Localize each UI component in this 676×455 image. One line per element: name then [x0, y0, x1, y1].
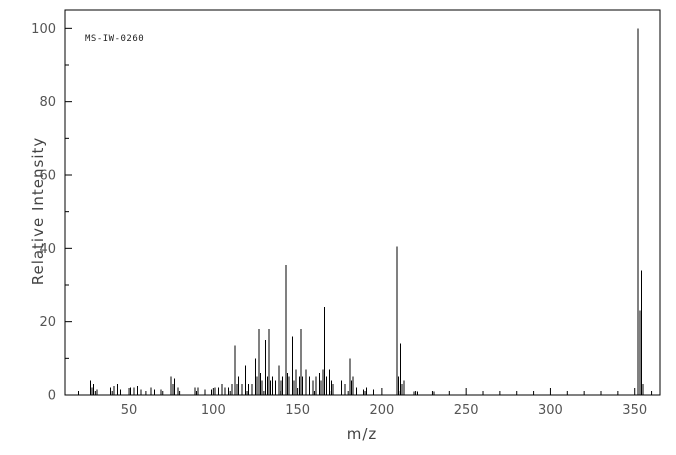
y-tick-label: 0 — [48, 389, 56, 404]
spectrum-id-annotation: MS-IW-0260 — [85, 34, 145, 44]
y-tick-label: 100 — [31, 22, 56, 37]
y-tick-label: 60 — [39, 169, 56, 184]
y-tick-label: 20 — [39, 315, 56, 330]
y-tick-label: 40 — [39, 242, 56, 257]
x-tick-label: 100 — [201, 403, 226, 418]
x-tick-label: 50 — [121, 403, 138, 418]
x-axis-label: m/z — [346, 425, 378, 443]
x-tick-label: 250 — [454, 403, 479, 418]
x-tick-label: 200 — [369, 403, 394, 418]
x-tick-label: 350 — [622, 403, 647, 418]
x-tick-label: 300 — [538, 403, 563, 418]
x-tick-label: 150 — [285, 403, 310, 418]
plot-frame — [64, 9, 661, 396]
y-axis-label: Relative Intensity — [29, 136, 47, 286]
y-tick-label: 80 — [39, 95, 56, 110]
